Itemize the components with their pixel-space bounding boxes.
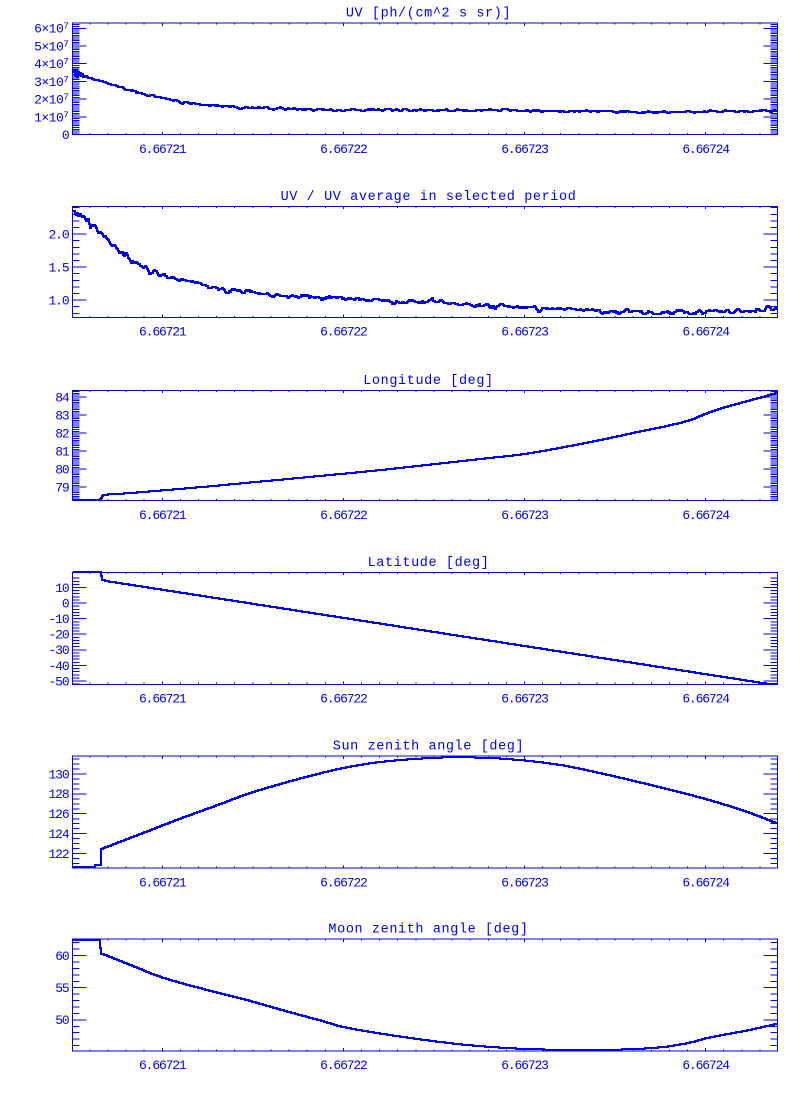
- svg-text:Moon zenith angle [deg]: Moon zenith angle [deg]: [328, 923, 528, 938]
- svg-text:6.66724: 6.66724: [682, 508, 730, 523]
- svg-text:60: 60: [55, 949, 69, 964]
- svg-text:6.66723: 6.66723: [501, 875, 548, 890]
- svg-text:6.66724: 6.66724: [682, 142, 730, 157]
- svg-text:130: 130: [49, 767, 69, 782]
- svg-text:122: 122: [49, 847, 69, 862]
- svg-text:128: 128: [49, 787, 69, 802]
- svg-text:126: 126: [49, 807, 69, 822]
- svg-text:-20: -20: [49, 628, 69, 643]
- svg-text:6.66722: 6.66722: [320, 325, 367, 340]
- svg-text:6.66722: 6.66722: [320, 142, 367, 157]
- svg-text:124: 124: [49, 827, 70, 842]
- svg-text:-30: -30: [49, 643, 69, 658]
- svg-text:6.66722: 6.66722: [320, 692, 367, 707]
- svg-text:83: 83: [55, 408, 69, 423]
- svg-text:79: 79: [55, 481, 69, 496]
- svg-text:6.66721: 6.66721: [139, 1058, 187, 1073]
- svg-text:6.66724: 6.66724: [682, 1058, 730, 1073]
- svg-text:82: 82: [55, 426, 69, 441]
- svg-text:55: 55: [55, 981, 69, 996]
- svg-text:0: 0: [62, 128, 69, 143]
- svg-text:6.66722: 6.66722: [320, 1058, 367, 1073]
- svg-text:6.66723: 6.66723: [501, 325, 548, 340]
- svg-text:6.66721: 6.66721: [139, 325, 187, 340]
- svg-text:-10: -10: [49, 612, 69, 627]
- svg-text:UV / UV average in selected pe: UV / UV average in selected period: [281, 190, 577, 205]
- svg-text:81: 81: [55, 445, 70, 460]
- svg-text:-50: -50: [49, 674, 69, 689]
- svg-text:-40: -40: [49, 659, 69, 674]
- svg-text:6.66724: 6.66724: [682, 692, 730, 707]
- svg-text:10: 10: [55, 581, 69, 596]
- svg-text:Sun zenith angle [deg]: Sun zenith angle [deg]: [333, 740, 524, 755]
- svg-text:Latitude [deg]: Latitude [deg]: [368, 556, 490, 571]
- svg-text:2.0: 2.0: [49, 228, 69, 243]
- svg-text:6.66724: 6.66724: [682, 325, 730, 340]
- svg-text:3×107: 3×107: [34, 74, 68, 90]
- svg-text:4×107: 4×107: [34, 56, 68, 72]
- svg-text:1.5: 1.5: [49, 261, 69, 276]
- svg-text:6.66721: 6.66721: [139, 692, 187, 707]
- svg-text:1×107: 1×107: [34, 109, 68, 125]
- svg-text:6.66723: 6.66723: [501, 508, 548, 523]
- svg-text:6.66723: 6.66723: [501, 142, 548, 157]
- svg-text:0: 0: [62, 597, 69, 612]
- svg-text:84: 84: [55, 390, 70, 405]
- svg-text:1.0: 1.0: [49, 294, 69, 309]
- svg-text:6.66724: 6.66724: [682, 875, 730, 890]
- svg-text:Longitude [deg]: Longitude [deg]: [363, 374, 494, 389]
- svg-text:6.66721: 6.66721: [139, 142, 187, 157]
- svg-text:6.66721: 6.66721: [139, 508, 187, 523]
- svg-text:6.66722: 6.66722: [320, 875, 367, 890]
- svg-text:5×107: 5×107: [34, 38, 68, 54]
- svg-text:6.66721: 6.66721: [139, 875, 187, 890]
- svg-text:6.66722: 6.66722: [320, 508, 367, 523]
- svg-text:50: 50: [55, 1013, 69, 1028]
- svg-text:2×107: 2×107: [34, 92, 68, 108]
- svg-text:6.66723: 6.66723: [501, 692, 548, 707]
- svg-text:80: 80: [55, 463, 69, 478]
- svg-text:6×107: 6×107: [34, 21, 68, 37]
- svg-text:UV [ph/(cm^2 s sr)]: UV [ph/(cm^2 s sr)]: [346, 7, 511, 22]
- svg-text:6.66723: 6.66723: [501, 1058, 548, 1073]
